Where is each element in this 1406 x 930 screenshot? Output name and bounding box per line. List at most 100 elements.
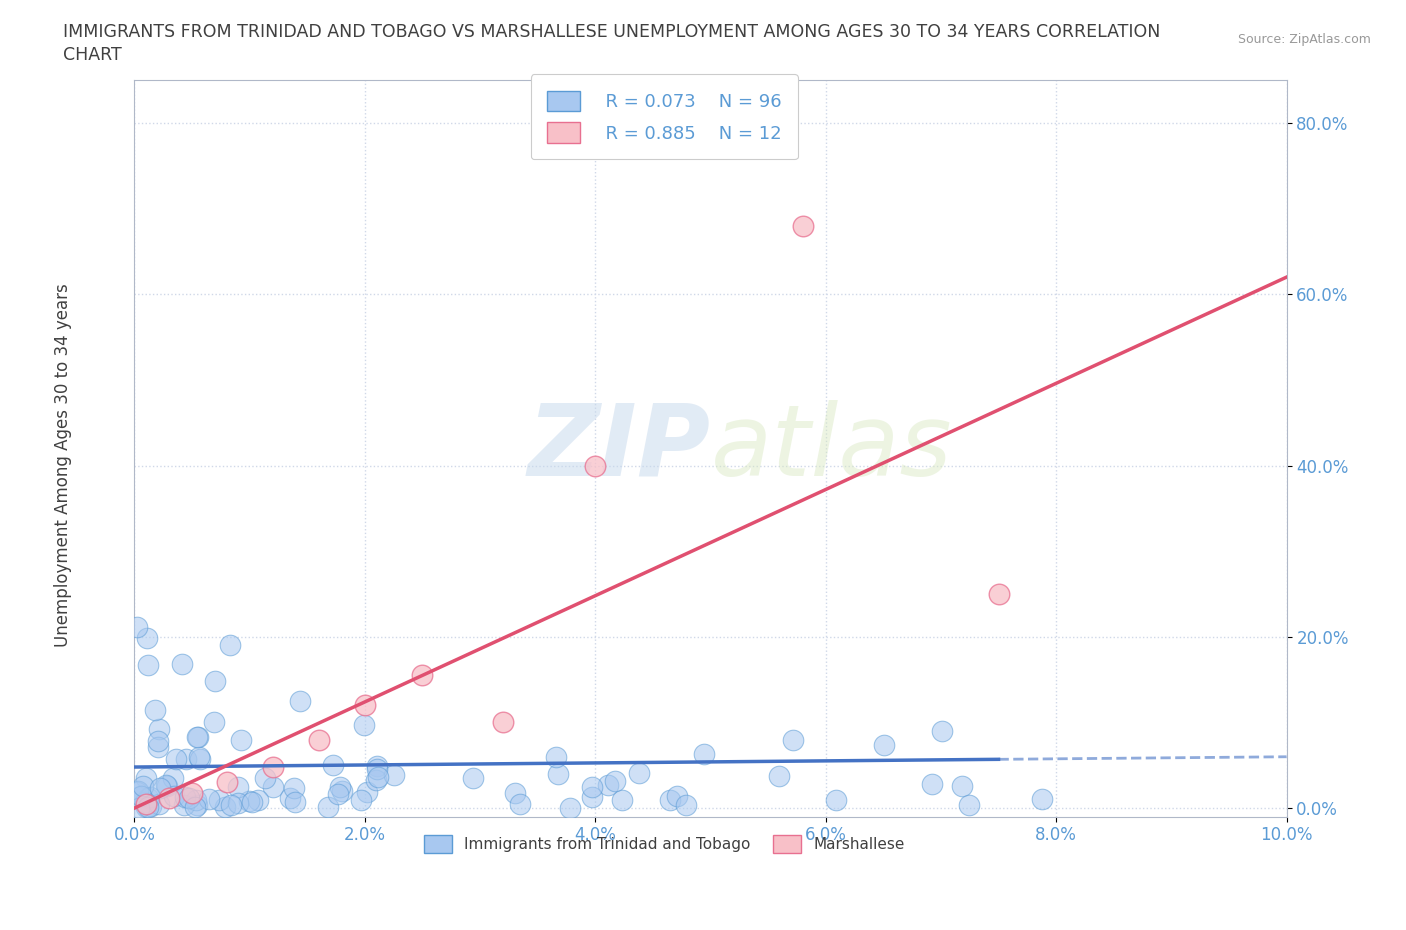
Point [603,774,626,789]
Point [238,793,260,808]
Point [957,798,980,813]
Point [463,771,485,786]
Point [156,778,179,793]
Point [284,794,307,809]
Point [157,790,180,805]
Point [382,767,405,782]
Point [162,771,184,786]
Point [226,796,249,811]
Point [544,750,567,764]
Point [308,732,330,747]
Point [581,779,603,794]
Point [135,800,157,815]
Point [215,775,238,790]
Point [692,747,714,762]
Point [1031,791,1053,806]
Point [411,668,433,683]
Point [278,790,301,805]
Point [364,773,387,788]
Point [226,779,249,794]
Point [262,760,284,775]
Point [290,694,312,709]
Point [125,785,148,800]
Point [136,790,159,805]
Point [873,737,896,752]
Point [322,758,344,773]
Point [350,792,373,807]
Point [125,619,148,634]
Point [596,777,619,792]
Point [188,750,211,764]
Text: CHART: CHART [63,46,122,64]
Point [987,587,1010,602]
Point [170,657,193,671]
Point [366,759,388,774]
Point [610,792,633,807]
Text: Source: ZipAtlas.com: Source: ZipAtlas.com [1237,33,1371,46]
Point [659,792,682,807]
Point [184,800,207,815]
Point [139,798,162,813]
Point [134,794,156,809]
Point [186,797,208,812]
Point [666,789,689,804]
Point [139,790,162,804]
Point [547,766,569,781]
Point [138,658,160,672]
Point [509,796,531,811]
Text: Unemployment Among Ages 30 to 34 years: Unemployment Among Ages 30 to 34 years [55,283,72,647]
Point [186,729,208,744]
Point [127,784,149,799]
Legend: Immigrants from Trinidad and Tobago, Marshallese: Immigrants from Trinidad and Tobago, Mar… [416,828,912,860]
Point [135,770,157,785]
Point [174,790,197,804]
Point [492,715,515,730]
Point [558,800,581,815]
Point [166,751,188,766]
Point [950,778,973,793]
Point [768,768,790,783]
Point [316,799,339,814]
Point [782,733,804,748]
Point [173,797,195,812]
Point [202,715,225,730]
Point [181,785,204,800]
Point [219,798,242,813]
Point [326,787,349,802]
Point [128,801,150,816]
Point [219,637,242,652]
Point [329,779,352,794]
Point [332,784,354,799]
Point [174,751,197,766]
Point [824,792,846,807]
Point [353,718,375,733]
Point [503,786,526,801]
Point [198,792,221,807]
Point [921,777,943,791]
Point [214,800,236,815]
Point [131,789,153,804]
Point [367,770,389,785]
Point [262,779,284,794]
Point [356,785,378,800]
Point [675,797,697,812]
Point [136,631,159,646]
Point [187,729,209,744]
Point [148,721,170,736]
Text: ZIP: ZIP [527,400,710,497]
Point [208,792,231,807]
Point [128,790,150,804]
Point [138,800,160,815]
Point [148,734,170,749]
Text: atlas: atlas [710,400,952,497]
Point [283,780,305,795]
Point [792,219,814,233]
Text: IMMIGRANTS FROM TRINIDAD AND TOBAGO VS MARSHALLESE UNEMPLOYMENT AMONG AGES 30 TO: IMMIGRANTS FROM TRINIDAD AND TOBAGO VS M… [63,23,1160,41]
Point [135,796,157,811]
Point [177,790,200,805]
Point [188,751,211,766]
Point [204,673,226,688]
Point [353,698,375,712]
Point [254,771,277,786]
Point [229,733,252,748]
